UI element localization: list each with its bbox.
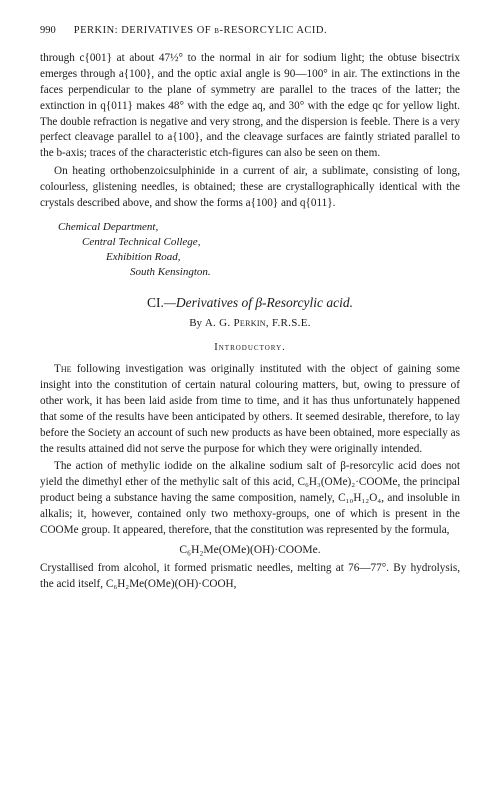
sig-line-4: South Kensington.	[130, 265, 460, 280]
section-heading: Introductory.	[40, 341, 460, 356]
byline: By A. G. Perkin, F.R.S.E.	[40, 316, 460, 332]
article-title-text: —Derivatives of β-Resorcylic acid.	[164, 295, 353, 310]
page-number: 990	[40, 24, 56, 39]
chemical-formula: C₆H₂Me(OMe)(OH)·COOMe.	[40, 542, 460, 558]
intro-para-1: The following investigation was original…	[40, 362, 460, 457]
signature-block: Chemical Department, Central Technical C…	[58, 220, 460, 279]
para1-lead: The	[54, 363, 72, 375]
para1-rest: following investigation was originally i…	[40, 363, 460, 455]
byline-name: A. G. Perkin, F.R.S.E.	[205, 317, 311, 329]
continuation-para-1: through c{001} at about 47½° to the norm…	[40, 51, 460, 162]
continuation-para-2: On heating orthobenzoicsulphinide in a c…	[40, 164, 460, 212]
sig-line-3: Exhibition Road,	[106, 250, 460, 265]
sub-6h2: ₆H₂	[113, 578, 129, 590]
intro-para-2: The action of methylic iodide on the alk…	[40, 459, 460, 539]
running-title: PERKIN: DERIVATIVES OF β-RESORCYLIC ACID…	[74, 24, 327, 39]
article-title: CI.—Derivatives of β-Resorcylic acid.	[40, 293, 460, 312]
intro-para-3: Crystallised from alcohol, it formed pri…	[40, 561, 460, 593]
page-header: 990 PERKIN: DERIVATIVES OF β-RESORCYLIC …	[40, 24, 460, 39]
article-number: CI.	[147, 295, 164, 310]
sig-line-1: Chemical Department,	[58, 220, 460, 235]
p3b: Me(OMe)(OH)·COOH,	[129, 578, 236, 590]
p2b: (OMe)	[321, 476, 351, 488]
sub-10h12o4: ₁₀H₁₂O₄	[346, 492, 382, 504]
sig-line-2: Central Technical College,	[82, 235, 460, 250]
p3a: Crystallised from alcohol, it formed pri…	[40, 562, 460, 590]
sub-6h3: ₆H₃	[305, 476, 321, 488]
byline-by: By	[189, 317, 205, 329]
